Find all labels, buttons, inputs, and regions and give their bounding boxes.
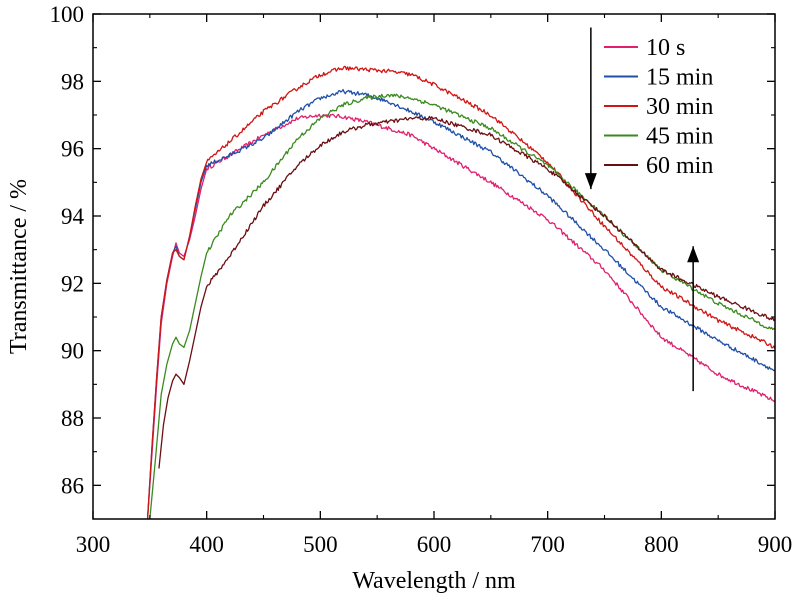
x-tick-label: 600 — [417, 532, 452, 557]
x-tick-label: 400 — [189, 532, 224, 557]
y-tick-label: 86 — [61, 473, 84, 498]
series-line-60-min — [158, 115, 775, 469]
x-axis-title: Wavelength / nm — [352, 568, 516, 594]
chart-marks: 300 400 500 600 700 800 900 86 88 90 92 94 96 98 100 Wa… — [6, 2, 792, 594]
y-tick-label: 100 — [50, 2, 85, 27]
legend-label-45-min: 45 min — [646, 124, 713, 150]
legend-label-15-min: 15 min — [646, 65, 713, 91]
legend-label-30-min: 30 min — [646, 94, 713, 120]
series-line-30-min — [146, 65, 775, 519]
x-tick-label: 900 — [758, 532, 793, 557]
arrow-head — [687, 246, 700, 263]
y-tick-label: 92 — [61, 271, 84, 296]
x-tick-label: 300 — [76, 532, 111, 557]
y-axis-title: Transmittance / % — [6, 179, 32, 354]
y-tick-label: 98 — [61, 69, 84, 94]
x-tick-label: 800 — [644, 532, 679, 557]
x-tick-label: 500 — [303, 532, 338, 557]
y-tick-label: 96 — [61, 137, 84, 162]
arrow-head — [584, 173, 597, 190]
legend-label-60-min: 60 min — [646, 153, 713, 179]
x-tick-label: 700 — [530, 532, 565, 557]
trend-arrow-up — [687, 246, 700, 392]
series-line-10-s — [146, 113, 775, 519]
y-tick-label: 94 — [61, 204, 85, 229]
series-lines — [146, 65, 775, 519]
trend-arrow-down — [584, 27, 597, 190]
y-tick-label: 90 — [61, 339, 84, 364]
y-tick-label: 88 — [61, 406, 84, 431]
series-line-15-min — [146, 88, 775, 519]
legend-label-10-s: 10 s — [646, 35, 685, 61]
legend: 10 s 15 min 30 min 45 min 60 min — [604, 35, 713, 179]
